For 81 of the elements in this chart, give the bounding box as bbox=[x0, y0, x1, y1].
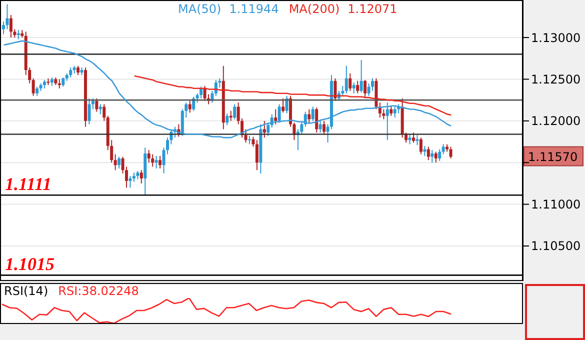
y-tick-label: 1.12500 bbox=[531, 72, 581, 86]
y-tick-label: 1.12000 bbox=[531, 114, 581, 128]
candlestick bbox=[200, 86, 203, 99]
candlestick bbox=[285, 95, 288, 114]
text: MA(50) bbox=[178, 2, 222, 16]
candlestick bbox=[266, 122, 270, 136]
candlestick bbox=[318, 120, 322, 134]
candlestick bbox=[408, 134, 412, 145]
candlestick bbox=[118, 156, 121, 169]
candlestick bbox=[390, 105, 393, 116]
candlestick bbox=[348, 72, 352, 92]
text: MA(200) bbox=[288, 2, 340, 16]
candlestick bbox=[88, 98, 91, 125]
candlestick bbox=[151, 154, 154, 168]
candlestick bbox=[244, 128, 248, 144]
candlestick bbox=[248, 135, 251, 145]
annotation: 1.12071 bbox=[348, 2, 398, 16]
candlestick bbox=[416, 134, 419, 146]
candlestick bbox=[356, 80, 360, 94]
candlestick bbox=[367, 82, 370, 96]
candlestick bbox=[95, 98, 98, 112]
line-series bbox=[3, 40, 452, 138]
candlestick bbox=[76, 65, 80, 76]
text: 1.11570 bbox=[528, 150, 578, 164]
candlestick bbox=[158, 155, 162, 169]
candlestick bbox=[434, 151, 438, 164]
candlestick bbox=[147, 150, 150, 164]
y-tick-label: 1.10500 bbox=[531, 239, 581, 254]
candlestick bbox=[114, 154, 117, 171]
candlestick bbox=[386, 102, 389, 141]
candlestick bbox=[132, 172, 136, 182]
candlestick bbox=[32, 78, 35, 96]
candlestick bbox=[352, 82, 356, 94]
candlestick bbox=[426, 146, 430, 161]
candlestick bbox=[438, 148, 442, 162]
candlestick bbox=[58, 78, 61, 89]
candlestick bbox=[282, 98, 285, 114]
candlestick bbox=[203, 85, 206, 102]
candlestick bbox=[140, 170, 143, 184]
candlestick bbox=[229, 110, 232, 122]
y-tick-label: 1.11000 bbox=[531, 198, 581, 212]
candlestick bbox=[360, 60, 363, 94]
candlestick bbox=[6, 4, 9, 30]
candlestick bbox=[16, 30, 20, 40]
candlestick bbox=[91, 98, 94, 110]
ref-line-label: 1.1111 bbox=[5, 174, 52, 194]
candlestick bbox=[449, 146, 452, 159]
chart-title: RSI(14) bbox=[4, 284, 48, 298]
candlestick bbox=[102, 104, 106, 122]
candlestick bbox=[9, 14, 12, 38]
candlestick bbox=[252, 136, 255, 148]
candlestick bbox=[334, 78, 337, 102]
candlestick bbox=[69, 67, 72, 78]
candlestick bbox=[322, 120, 326, 135]
series-label: RSI:38.02248 bbox=[58, 284, 139, 298]
line-series bbox=[134, 75, 452, 116]
candlestick bbox=[308, 108, 311, 124]
candlestick bbox=[430, 150, 434, 164]
candlestick bbox=[423, 145, 426, 156]
candlestick bbox=[364, 80, 367, 98]
candlestick bbox=[226, 112, 229, 126]
candlestick bbox=[98, 104, 102, 115]
candlestick bbox=[233, 104, 236, 120]
candlestick bbox=[344, 65, 348, 94]
candlestick bbox=[154, 155, 158, 169]
candlestick bbox=[412, 132, 415, 144]
candlestick bbox=[188, 100, 192, 114]
candlestick bbox=[128, 175, 132, 188]
ref-line-label: 1.1015 bbox=[5, 254, 54, 274]
candlestick bbox=[262, 120, 266, 138]
candlestick bbox=[311, 106, 314, 122]
annotation: 1.11944 bbox=[229, 2, 279, 16]
candlestick bbox=[36, 86, 39, 96]
candlestick bbox=[419, 137, 422, 155]
candlestick bbox=[315, 107, 318, 134]
candlestick bbox=[442, 144, 445, 155]
y-tick-label: 1.13000 bbox=[531, 30, 581, 45]
candlestick bbox=[255, 140, 258, 171]
candlestick bbox=[62, 77, 65, 88]
candlestick bbox=[393, 106, 396, 118]
candlestick bbox=[274, 108, 278, 125]
